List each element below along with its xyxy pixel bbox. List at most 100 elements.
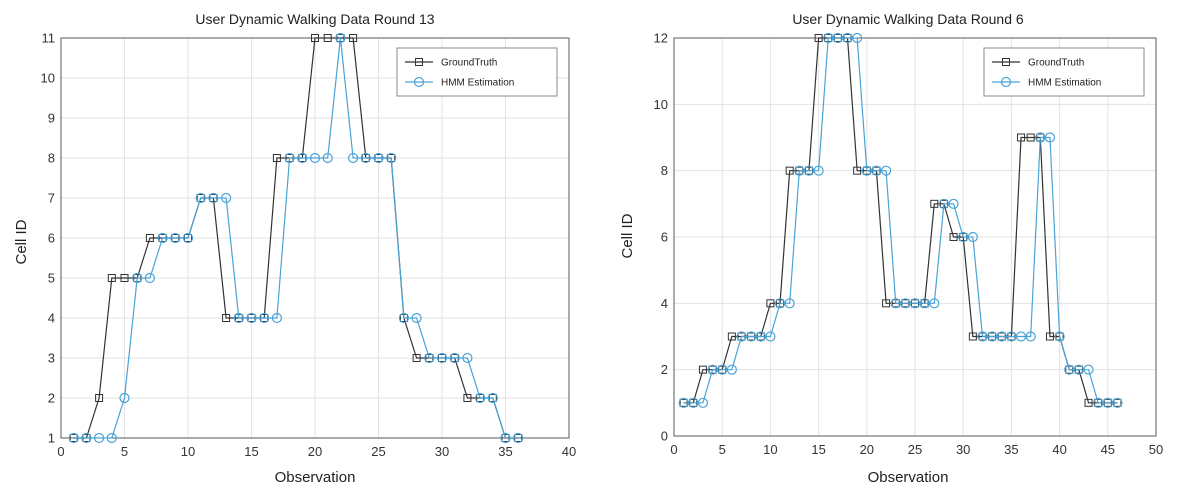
y-tick-label: 6	[48, 231, 55, 246]
x-tick-label: 30	[435, 444, 449, 459]
x-tick-label: 25	[371, 444, 385, 459]
data-point	[449, 352, 460, 364]
data-point	[1026, 133, 1035, 142]
data-point	[1112, 397, 1123, 408]
data-point	[386, 152, 397, 164]
data-point	[323, 34, 332, 42]
x-tick-label: 35	[498, 444, 512, 459]
data-point	[233, 312, 244, 324]
x-tick-label: 5	[719, 442, 726, 457]
legend-label: GroundTruth	[441, 58, 497, 69]
data-point	[246, 312, 257, 324]
y-tick-label: 1	[48, 431, 55, 446]
x-tick-label: 30	[956, 442, 970, 457]
data-point	[222, 314, 231, 322]
data-point	[1017, 133, 1026, 142]
data-point	[853, 166, 862, 175]
data-point	[271, 312, 282, 324]
data-point	[297, 152, 308, 164]
data-point	[120, 274, 129, 282]
x-tick-label: 15	[244, 444, 258, 459]
data-point	[746, 331, 757, 342]
data-point	[462, 352, 473, 364]
data-point	[348, 152, 359, 164]
data-point	[424, 352, 435, 364]
data-point	[1084, 398, 1093, 407]
data-point	[707, 364, 718, 375]
data-point	[157, 232, 168, 244]
chart-round-13: User Dynamic Walking Data Round 13 Obser…	[13, 11, 576, 486]
data-point	[272, 154, 281, 162]
data-point	[360, 152, 371, 164]
data-point	[929, 298, 940, 309]
data-point	[784, 298, 795, 309]
y-tick-label: 10	[41, 71, 55, 86]
x-tick-label: 20	[860, 442, 874, 457]
data-point	[106, 432, 117, 444]
data-point	[900, 298, 911, 309]
y-axis-label: Cell ID	[13, 219, 30, 264]
data-point	[968, 332, 977, 341]
legend-marker	[1002, 58, 1010, 66]
y-tick-label: 0	[661, 429, 668, 444]
data-point	[909, 298, 921, 309]
data-point	[107, 274, 116, 282]
data-point	[1045, 332, 1054, 341]
data-point	[996, 331, 1007, 342]
x-tick-label: 50	[1149, 442, 1163, 457]
data-point	[717, 364, 728, 375]
data-point	[832, 32, 843, 44]
x-tick-label: 0	[57, 444, 64, 459]
chart-title: User Dynamic Walking Data Round 6	[792, 11, 1024, 27]
data-point	[221, 192, 232, 204]
y-tick-label: 2	[661, 362, 668, 377]
data-point	[436, 352, 448, 364]
data-point	[938, 198, 950, 209]
data-point	[880, 165, 892, 176]
data-point	[311, 34, 319, 42]
x-tick-label: 0	[670, 442, 677, 457]
legend-label: HMM Estimation	[441, 78, 514, 89]
y-tick-label: 4	[48, 311, 55, 326]
y-tick-label: 9	[48, 111, 55, 126]
data-point	[132, 272, 143, 284]
data-point	[373, 152, 384, 164]
data-point	[736, 331, 747, 342]
y-tick-label: 6	[661, 230, 668, 245]
series-line-1	[73, 37, 519, 439]
chart-panel-round-13: User Dynamic Walking Data Round 13 Obser…	[0, 0, 594, 488]
y-tick-label: 5	[48, 271, 55, 286]
x-tick-label: 40	[1052, 442, 1066, 457]
data-point	[949, 233, 958, 241]
x-tick-label: 35	[1004, 442, 1018, 457]
data-point	[774, 298, 786, 309]
data-point	[1025, 331, 1036, 342]
data-point	[852, 32, 863, 44]
data-point	[766, 299, 775, 308]
data-point	[861, 165, 872, 176]
data-point	[785, 166, 794, 175]
data-point	[930, 199, 939, 208]
data-point	[765, 331, 776, 342]
data-point	[823, 32, 834, 44]
data-point	[871, 165, 882, 176]
y-tick-label: 8	[661, 163, 668, 178]
x-tick-label: 10	[763, 442, 777, 457]
data-point	[145, 234, 154, 242]
data-point	[398, 312, 409, 324]
data-point	[284, 152, 295, 164]
data-point	[842, 32, 853, 44]
data-point	[755, 331, 766, 342]
x-tick-label: 10	[181, 444, 195, 459]
data-point	[1073, 364, 1084, 375]
axes-frame	[673, 37, 1157, 437]
data-point	[697, 397, 709, 408]
data-point	[513, 432, 524, 444]
y-axis-label: Cell ID	[619, 213, 636, 258]
legend-marker	[413, 76, 425, 88]
data-point	[1035, 132, 1046, 143]
x-tick-label: 25	[908, 442, 922, 457]
data-point	[698, 365, 707, 374]
data-point	[144, 272, 155, 284]
data-point	[1015, 331, 1027, 342]
